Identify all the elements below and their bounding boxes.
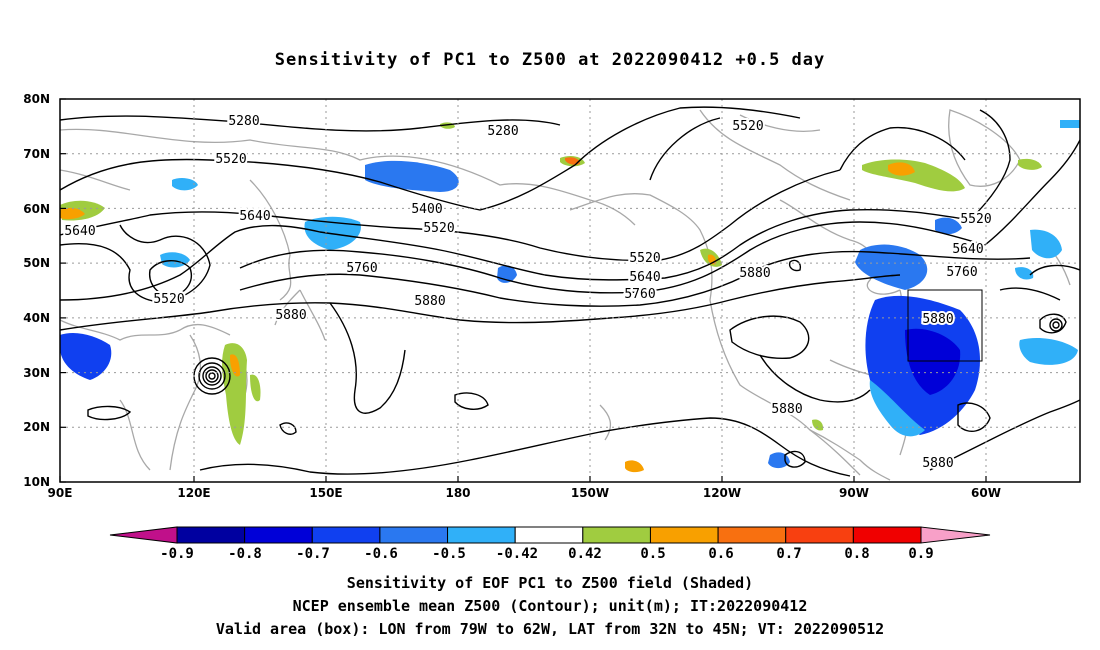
colorbar-cell bbox=[176, 526, 246, 544]
colorbar-label: -0.7 bbox=[296, 546, 330, 562]
colorbar-label: -0.9 bbox=[160, 546, 194, 562]
colorbar-cell bbox=[785, 526, 854, 544]
lon-label: 120E bbox=[177, 486, 210, 500]
shade-darkblue-box-core bbox=[905, 328, 961, 395]
map-title: Sensitivity of PC1 to Z500 at 2022090412… bbox=[274, 50, 826, 70]
contour-label: 5880 bbox=[922, 312, 953, 327]
colorbar-cell bbox=[311, 526, 381, 544]
lat-label: 30N bbox=[23, 366, 50, 380]
lat-label: 50N bbox=[23, 256, 50, 270]
shade-cyan-box-edge bbox=[869, 380, 925, 437]
shade-orange-small bbox=[625, 460, 644, 473]
contour-labels: 5280 5280 5520 5520 5520 5640 5640 5400 … bbox=[62, 112, 993, 473]
colorbar-over-triangle bbox=[920, 526, 991, 544]
contour-label: 5880 bbox=[922, 456, 953, 471]
colorbar-cell bbox=[717, 526, 787, 544]
lat-label: 80N bbox=[23, 92, 50, 106]
contour-label: 5880 bbox=[414, 294, 445, 309]
valid-area-box bbox=[907, 289, 983, 362]
contour-label: 5640 bbox=[629, 270, 660, 285]
footer-line-2: NCEP ensemble mean Z500 (Contour); unit(… bbox=[292, 597, 808, 615]
contour-label: 5520 bbox=[629, 251, 660, 266]
contour-label: 5520 bbox=[215, 152, 246, 167]
contour-label: 5400 bbox=[411, 202, 442, 217]
colorbar: -0.9 -0.8 -0.7 -0.6 -0.5 -0.42 0.42 0.5 … bbox=[109, 526, 991, 562]
lat-label: 20N bbox=[23, 420, 50, 434]
contour-label: 5640 bbox=[239, 209, 270, 224]
colorbar-cell bbox=[379, 526, 449, 544]
contour-label: 5640 bbox=[64, 224, 95, 239]
footer-line-1: Sensitivity of EOF PC1 to Z500 field (Sh… bbox=[346, 574, 754, 592]
lat-label: 60N bbox=[23, 202, 50, 216]
lon-label: 60W bbox=[971, 486, 1001, 500]
colorbar-cell bbox=[514, 526, 584, 544]
contour-label: 5520 bbox=[423, 221, 454, 236]
shade-cyan-top-right bbox=[1060, 120, 1080, 128]
colorbar-cell bbox=[649, 526, 719, 544]
lat-label: 70N bbox=[23, 147, 50, 161]
lat-labels: 80N 70N 60N 50N 40N 30N 20N 10N bbox=[23, 92, 50, 489]
lon-label: 150E bbox=[309, 486, 342, 500]
contour-label: 5760 bbox=[624, 287, 655, 302]
lon-label: 180 bbox=[445, 486, 470, 500]
contour-label: 5880 bbox=[771, 402, 802, 417]
shade-cyan-greenland bbox=[935, 217, 962, 235]
contour-label: 5640 bbox=[952, 242, 983, 257]
lon-label: 90W bbox=[839, 486, 869, 500]
map-gridlines bbox=[60, 99, 1080, 482]
shade-cyan-east bbox=[1019, 338, 1078, 365]
colorbar-cell bbox=[582, 526, 651, 544]
contour-label: 5880 bbox=[275, 308, 306, 323]
colorbar-label: 0.9 bbox=[908, 546, 933, 562]
shade-blue-west-asia bbox=[60, 333, 112, 380]
shade-green-pacific bbox=[250, 374, 261, 402]
shade-orange-greenland bbox=[888, 162, 915, 176]
lon-labels: 90E 120E 150E 180 150W 120W 90W 60W bbox=[48, 486, 1001, 500]
lon-label: 120W bbox=[703, 486, 741, 500]
z500-contours bbox=[60, 106, 1080, 477]
map-border bbox=[59, 98, 1081, 483]
shade-cyan-small-1 bbox=[172, 177, 198, 191]
lat-label: 40N bbox=[23, 311, 50, 325]
contour-label: 5520 bbox=[732, 119, 763, 134]
shade-green-small-3 bbox=[812, 419, 824, 431]
lat-label: 10N bbox=[23, 475, 50, 489]
shade-cyan-far-east bbox=[1030, 229, 1062, 259]
contour-label: 5760 bbox=[346, 261, 377, 276]
colorbar-label: 0.7 bbox=[776, 546, 801, 562]
footer-line-3: Valid area (box): LON from 79W to 62W, L… bbox=[215, 620, 885, 638]
contour-label: 5520 bbox=[960, 212, 991, 227]
colorbar-cell bbox=[244, 526, 313, 544]
colorbar-label: -0.5 bbox=[432, 546, 466, 562]
contour-label: 5880 bbox=[739, 266, 770, 281]
contour-label: 5760 bbox=[946, 265, 977, 280]
colorbar-label: -0.6 bbox=[364, 546, 398, 562]
contour-label: 5280 bbox=[487, 124, 518, 139]
contour-label: 5280 bbox=[228, 114, 259, 129]
colorbar-under-triangle bbox=[109, 526, 178, 544]
colorbar-label: 0.42 bbox=[568, 546, 602, 562]
colorbar-label: 0.8 bbox=[844, 546, 869, 562]
shade-cyan-ne-2 bbox=[1015, 267, 1034, 280]
colorbar-label: -0.8 bbox=[228, 546, 262, 562]
contour-label: 5520 bbox=[153, 292, 184, 307]
shade-cyan-small-2 bbox=[160, 252, 190, 268]
colorbar-label: 0.6 bbox=[708, 546, 733, 562]
lon-label: 90E bbox=[48, 486, 73, 500]
lon-label: 150W bbox=[571, 486, 609, 500]
shade-green-greenland bbox=[862, 159, 965, 192]
colorbar-cell bbox=[447, 526, 516, 544]
colorbar-label: 0.5 bbox=[640, 546, 665, 562]
shade-orange-west bbox=[60, 207, 85, 220]
shade-blue-north-atlantic bbox=[855, 244, 928, 290]
colorbar-cells bbox=[176, 526, 922, 544]
colorbar-label: -0.42 bbox=[496, 546, 538, 562]
shade-orange-taiwan bbox=[230, 354, 240, 377]
shade-green-small-2 bbox=[1018, 158, 1042, 170]
colorbar-cell bbox=[852, 526, 922, 544]
map-ticks bbox=[59, 98, 987, 483]
